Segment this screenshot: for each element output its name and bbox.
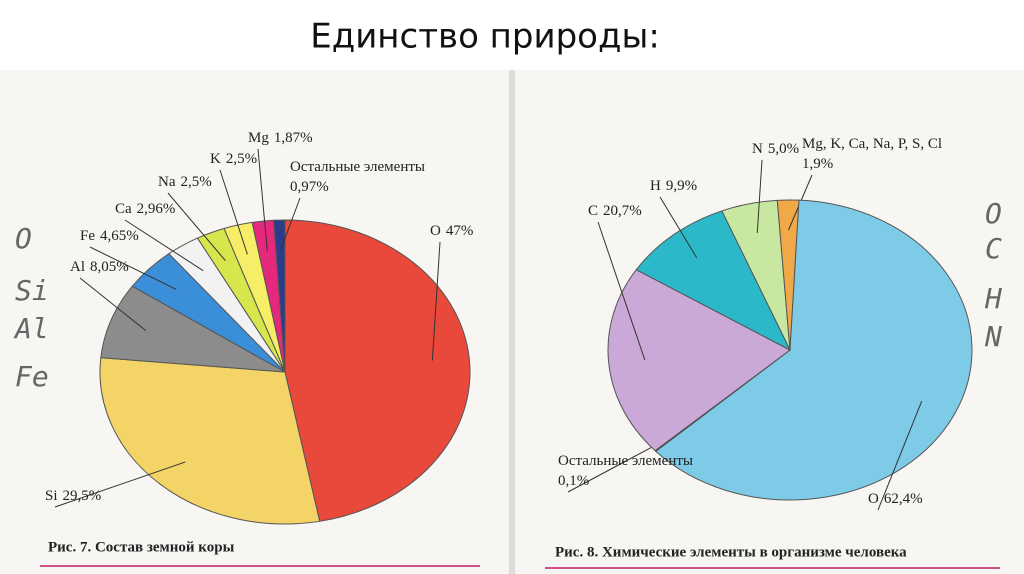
value-label: 9,9% xyxy=(666,178,697,194)
slice-label: O 47% xyxy=(430,223,473,239)
leader-line xyxy=(280,197,301,251)
value-label: 2,5% xyxy=(226,151,257,167)
slice-label: Fe 4,65% xyxy=(80,228,139,244)
value-label: 8,05% xyxy=(90,259,129,275)
value-label: 62,4% xyxy=(884,491,923,507)
slice-label: Остальные элементы 0,97% xyxy=(290,159,425,195)
leader-line xyxy=(597,221,646,361)
slice-label: N 5,0% xyxy=(752,141,799,157)
handwritten-note: N xyxy=(984,320,1002,353)
pie-slice xyxy=(100,285,286,373)
handwritten-note: Fe xyxy=(15,360,49,393)
leader-line xyxy=(167,192,226,261)
category-label: Mg xyxy=(248,130,269,146)
value-label: 5,0% xyxy=(768,141,799,157)
handwritten-note: H xyxy=(984,282,1002,315)
category-label: Si xyxy=(45,488,58,504)
slice-label: Na 2,5% xyxy=(158,174,212,190)
value-label: 2,96% xyxy=(137,201,176,217)
leader-line xyxy=(257,148,268,252)
leader-line xyxy=(219,169,248,255)
leader-line xyxy=(124,219,204,272)
value-label: 47% xyxy=(446,223,474,239)
category-label: N xyxy=(752,141,763,157)
slice-label: Mg, K, Ca, Na, P, S, Cl 1,9% xyxy=(802,136,942,172)
leader-line xyxy=(431,241,441,361)
leader-line xyxy=(756,159,763,234)
category-label: Al xyxy=(70,259,85,275)
slice-label: Mg 1,87% xyxy=(248,130,313,146)
category-label: O xyxy=(430,223,441,239)
slice-label: C 20,7% xyxy=(588,203,642,219)
slice-label: Ca 2,96% xyxy=(115,201,175,217)
pie-slice xyxy=(99,357,321,525)
pie-slice xyxy=(273,219,286,373)
category-label: Na xyxy=(158,174,176,190)
value-label: 20,7% xyxy=(603,203,642,219)
category-label: Остальные элементы xyxy=(558,453,693,469)
value-label: 29,5% xyxy=(63,488,102,504)
figure-caption: Рис. 7. Состав земной коры xyxy=(48,539,235,555)
pie-slice xyxy=(635,210,792,352)
category-label: K xyxy=(210,151,221,167)
slice-label: Si 29,5% xyxy=(45,488,101,504)
leader-line xyxy=(89,246,177,290)
value-label: 4,65% xyxy=(100,228,139,244)
category-label: Mg, K, Ca, Na, P, S, Cl xyxy=(802,136,942,152)
leader-line xyxy=(54,461,186,508)
value-label: 1,87% xyxy=(274,130,313,146)
category-label: Fe xyxy=(80,228,95,244)
handwritten-note: O xyxy=(15,222,32,255)
slice-label: Остальные элементы 0,1% xyxy=(558,453,693,489)
pie-slice xyxy=(284,219,471,522)
category-label: C xyxy=(588,203,598,219)
handwritten-note: C xyxy=(985,232,1002,265)
leader-line xyxy=(659,196,698,259)
pie-slice xyxy=(607,269,791,452)
slice-label: O 62,4% xyxy=(868,491,923,507)
leader-line xyxy=(877,400,923,511)
pie-slice xyxy=(655,199,973,501)
category-label: Ca xyxy=(115,201,132,217)
category-label: H xyxy=(650,178,661,194)
value-label: 2,5% xyxy=(181,174,212,190)
slice-label: Al 8,05% xyxy=(70,259,129,275)
handwritten-note: O xyxy=(985,197,1002,230)
category-label: Остальные элементы xyxy=(290,159,425,175)
handwritten-note: Si xyxy=(15,274,49,307)
category-label: O xyxy=(868,491,879,507)
leader-line xyxy=(79,277,147,332)
figure-caption: Рис. 8. Химические элементы в организме … xyxy=(555,544,907,560)
value-label: 0,1% xyxy=(558,473,589,489)
handwritten-note: Al xyxy=(13,312,49,345)
slice-label: K 2,5% xyxy=(210,151,257,167)
slide-title: Единство природы: xyxy=(310,17,660,57)
value-label: 1,9% xyxy=(802,156,833,172)
value-label: 0,97% xyxy=(290,179,329,195)
slice-label: H 9,9% xyxy=(650,178,697,194)
